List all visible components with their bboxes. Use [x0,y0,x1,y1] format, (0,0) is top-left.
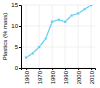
x-tick: 1960 [24,68,30,84]
marker [44,37,47,40]
grid-line-y [21,5,95,6]
marker [38,46,41,49]
marker [77,12,80,15]
x-tick-label: 1970 [37,70,43,84]
y-tick: 0 [15,65,21,71]
grid-line-x [65,5,66,68]
marker [83,8,86,11]
y-tick: 15 [11,2,21,8]
data-layer [25,5,93,59]
x-tick-label: 1990 [63,70,69,84]
x-tick-mark [52,68,53,70]
line [26,5,91,58]
x-tick-mark [91,68,92,70]
y-tick-label: 15 [11,2,18,8]
x-tick-label: 2000 [76,70,82,84]
grid-line-y [21,47,95,48]
x-tick-label: 2010 [89,70,95,84]
x-tick: 2010 [89,68,95,84]
x-tick-mark [65,68,66,70]
marker [90,5,93,6]
y-axis: 0 5 10 15 [11,2,21,71]
grid-line-y [21,26,95,27]
x-tick-mark [39,68,40,70]
marker [51,21,54,24]
x-tick: 1980 [50,68,56,84]
grid-line-x [39,5,40,68]
chart-container: 1960 1970 1980 1990 2000 2010 0 5 10 15Plastics (… [0,0,100,88]
y-tick-mark [19,26,21,27]
y-tick-label: 0 [15,65,19,71]
grid [21,5,95,68]
marker [64,21,67,24]
y-axis-line [19,6,22,69]
marker [70,14,73,17]
x-tick-label: 1980 [50,70,56,84]
grid-line-x [52,5,53,68]
x-tick-mark [78,68,79,70]
grid-line-x [91,5,92,68]
marker [57,18,60,21]
x-tick: 1990 [63,68,69,84]
y-tick-label: 5 [15,44,19,50]
grid-line-x [78,5,79,68]
x-tick-mark [26,68,27,70]
y-tick-mark [19,68,21,69]
y-tick-mark [19,5,21,6]
y-axis-title: Plastics (% mass) [2,13,8,61]
x-tick: 2000 [76,68,82,84]
plot-area: 1960 1970 1980 1990 2000 2010 0 5 10 15 [11,2,95,84]
x-tick: 1970 [37,68,43,84]
marker [31,52,34,55]
y-tick-mark [19,47,21,48]
y-tick: 10 [11,23,21,29]
y-tick: 5 [15,44,21,50]
grid-line-x [26,5,27,68]
x-axis: 1960 1970 1980 1990 2000 2010 [22,68,96,84]
x-axis-line [22,69,96,71]
x-tick-label: 1960 [24,70,30,84]
y-tick-label: 10 [11,23,18,29]
chart-svg: 1960 1970 1980 1990 2000 2010 0 5 10 15Plastics (… [0,0,100,88]
marker [25,56,28,59]
